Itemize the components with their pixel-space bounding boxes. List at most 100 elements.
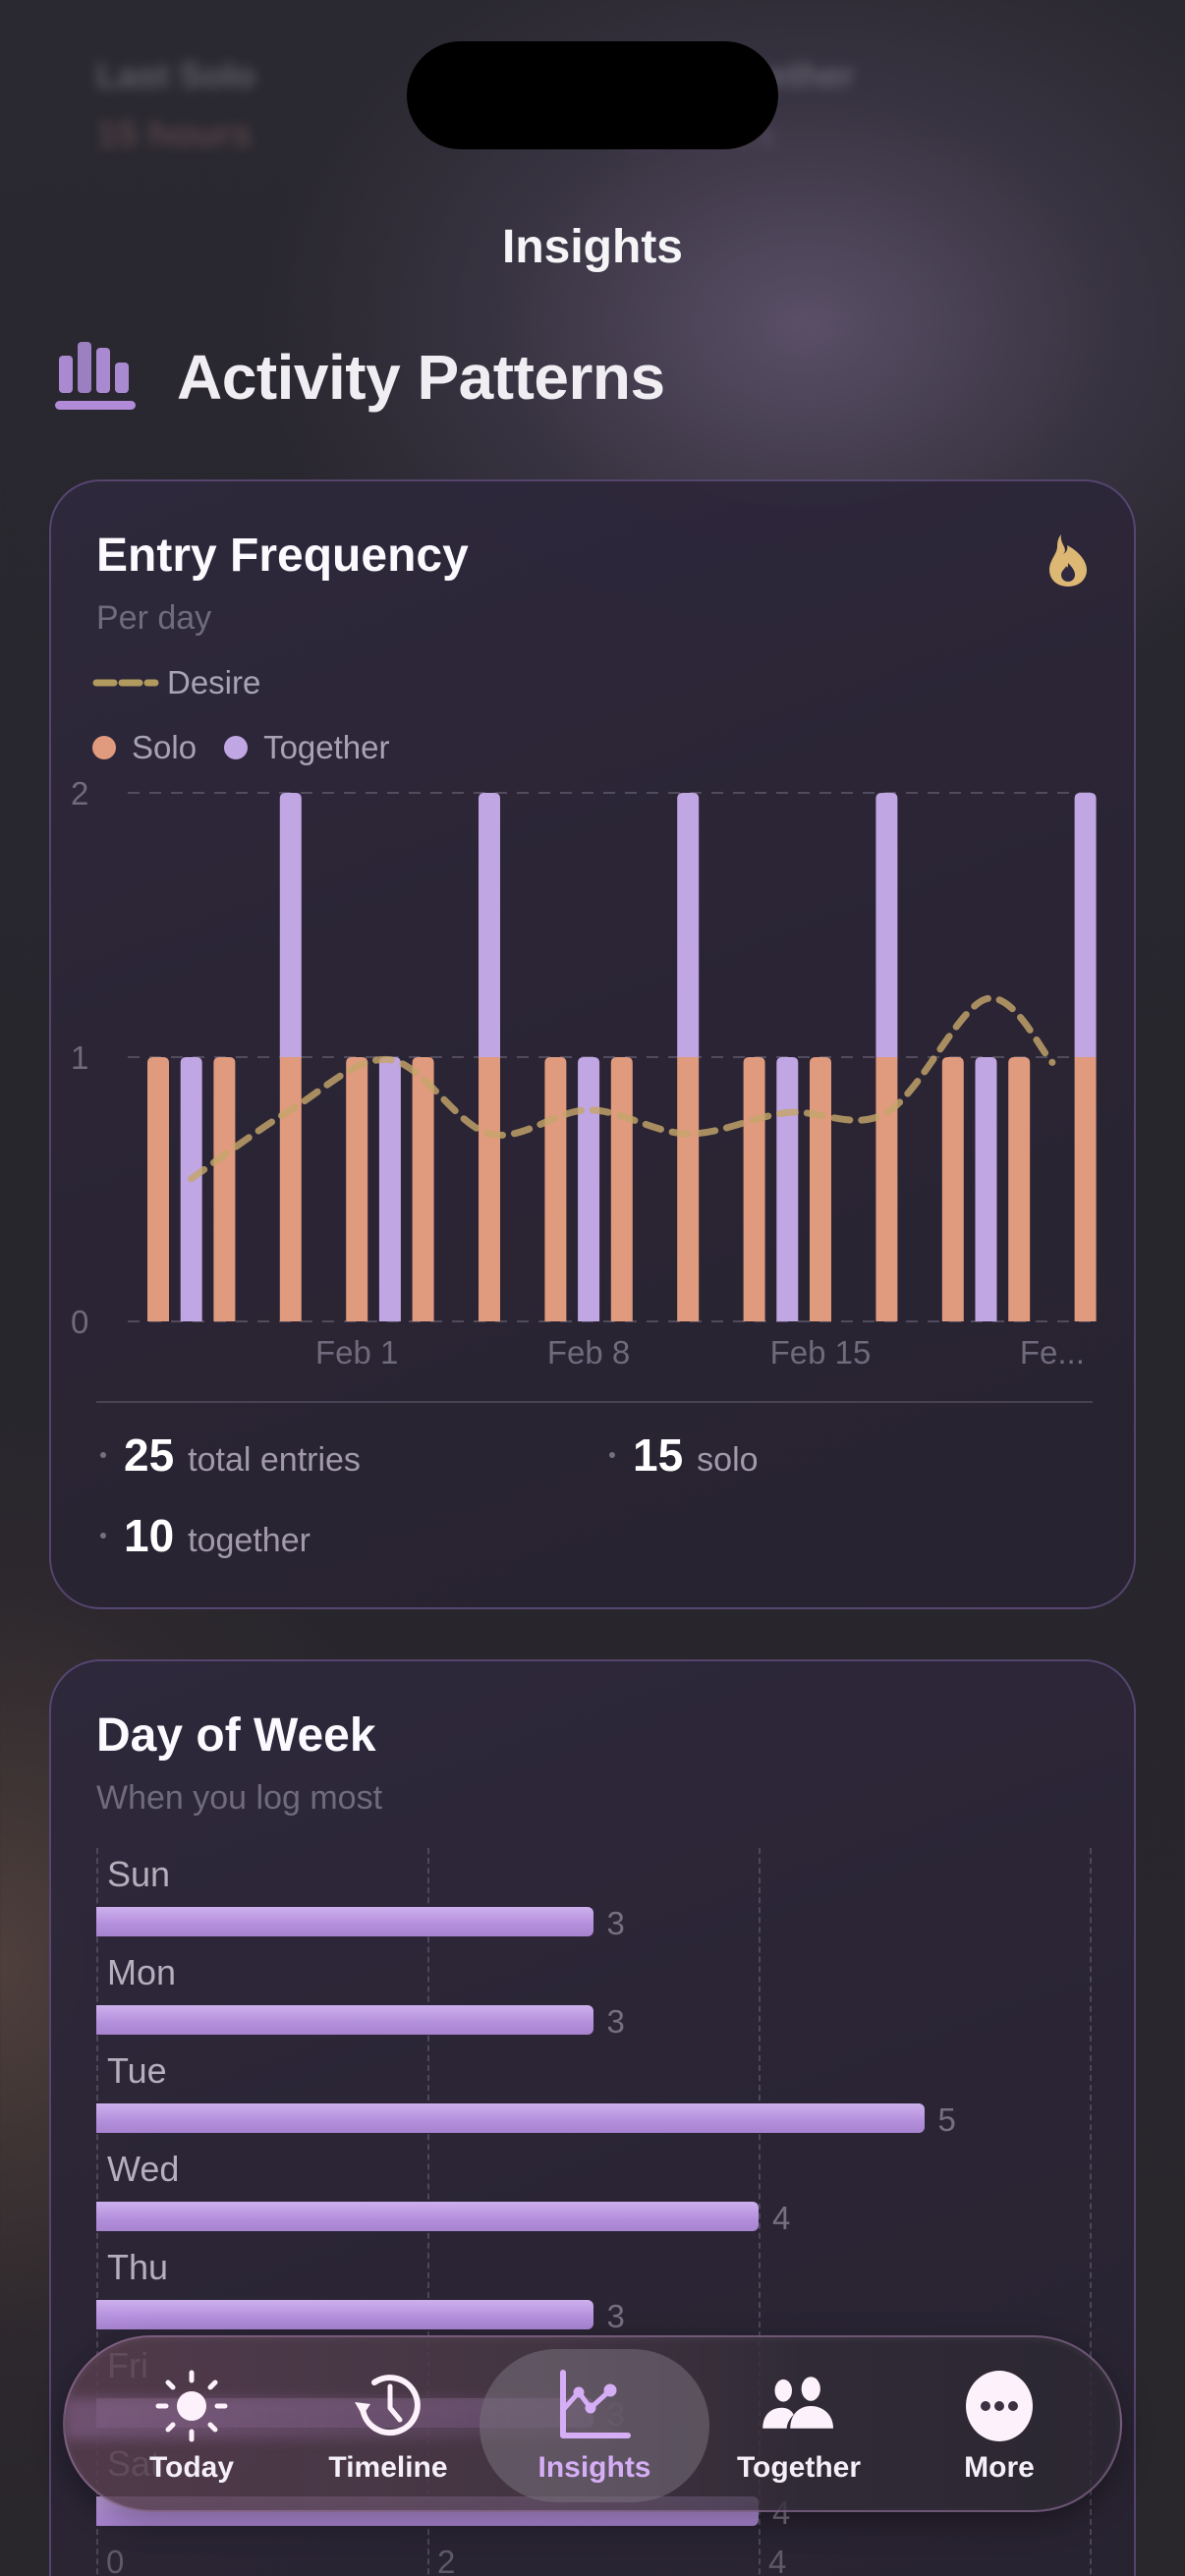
stat-label: total entries — [188, 1441, 361, 1479]
solo-bar[interactable] — [279, 1057, 302, 1321]
together-bar[interactable] — [875, 793, 898, 1057]
tab-insights[interactable]: Insights — [491, 2337, 698, 2510]
day-value: 3 — [606, 2003, 625, 2040]
solo-bar[interactable] — [213, 1057, 236, 1321]
stat-label: together — [188, 1522, 310, 1559]
card-title: Entry Frequency — [96, 530, 469, 582]
together-bar[interactable] — [578, 1057, 600, 1321]
legend-desire: Desire — [92, 664, 260, 701]
solo-dot-icon — [92, 736, 116, 759]
legend-series: Solo Together — [92, 729, 418, 766]
tab-label: Timeline — [328, 2451, 448, 2484]
dynamic-island — [407, 41, 778, 149]
y-tick-label: 2 — [71, 775, 88, 812]
card-subtitle: Per day — [96, 599, 212, 637]
day-value: 4 — [772, 2200, 791, 2236]
stat-solo: 15 solo — [609, 1428, 759, 1482]
solo-bar[interactable] — [875, 1057, 898, 1321]
solo-bar[interactable] — [810, 1057, 831, 1321]
solo-bar[interactable] — [147, 1057, 169, 1321]
day-value: 3 — [606, 2298, 625, 2334]
entry-frequency-card: Entry Frequency Per day Desire Solo Toge… — [49, 479, 1136, 1609]
tab-together[interactable]: Together — [696, 2337, 902, 2510]
summary-value: 15 hours — [96, 114, 253, 155]
x-tick-label: Fe... — [1020, 1334, 1085, 1366]
day-label: Wed — [107, 2149, 180, 2189]
tab-label: Together — [736, 2451, 862, 2484]
solo-bar[interactable] — [544, 1057, 567, 1321]
day-bar[interactable] — [96, 2103, 925, 2133]
more-icon — [966, 2371, 1033, 2441]
day-bar[interactable] — [96, 1907, 593, 1936]
together-bar[interactable] — [1074, 793, 1097, 1057]
gridline — [759, 1848, 761, 2576]
section-title: Activity Patterns — [177, 342, 665, 413]
together-bar[interactable] — [378, 1057, 401, 1321]
solo-bar[interactable] — [479, 1057, 500, 1321]
together-bar[interactable] — [677, 793, 700, 1057]
day-label: Sun — [107, 1854, 171, 1894]
together-bar[interactable] — [975, 1057, 997, 1321]
day-label: Tue — [107, 2050, 167, 2091]
gridline — [1090, 1848, 1092, 2576]
summary-label: Last Solo — [96, 55, 256, 95]
solo-bar[interactable] — [412, 1057, 434, 1321]
legend-label: Together — [263, 729, 390, 765]
solo-bar[interactable] — [1008, 1057, 1031, 1321]
summary-last-solo: Last Solo 15 hours — [96, 55, 255, 156]
active-tab-indicator — [480, 2349, 709, 2502]
tab-timeline[interactable]: Timeline — [285, 2337, 491, 2510]
y-tick-label: 0 — [71, 1304, 88, 1340]
bullet-icon — [100, 1452, 106, 1458]
card-title: Day of Week — [96, 1709, 376, 1762]
solo-bar[interactable] — [677, 1057, 700, 1321]
card-subtitle: When you log most — [96, 1779, 383, 1817]
day-bar[interactable] — [96, 2300, 593, 2329]
together-dot-icon — [224, 736, 249, 759]
day-label: Mon — [107, 1952, 177, 1992]
tab-label: Insights — [537, 2451, 651, 2484]
stat-value: 25 — [124, 1429, 175, 1481]
x-tick-label: 4 — [768, 2544, 787, 2576]
solo-bar[interactable] — [346, 1057, 368, 1321]
day-label: Thu — [107, 2247, 169, 2287]
sun-icon — [155, 2370, 228, 2442]
stat-label: solo — [697, 1441, 759, 1479]
together-bar[interactable] — [180, 1057, 202, 1321]
flame-icon[interactable] — [1047, 532, 1089, 588]
solo-bar[interactable] — [610, 1057, 633, 1321]
stat-value: 15 — [633, 1429, 684, 1481]
x-tick-label: Feb 8 — [547, 1334, 630, 1366]
dashed-line-icon — [92, 679, 159, 687]
section-header: Activity Patterns — [55, 340, 665, 415]
day-value: 5 — [937, 2101, 956, 2138]
together-bar[interactable] — [776, 1057, 799, 1321]
together-bar[interactable] — [279, 793, 302, 1057]
line-chart-icon — [560, 2370, 631, 2438]
stats-divider — [96, 1401, 1093, 1403]
solo-bar[interactable] — [1074, 1057, 1097, 1321]
legend-label: Desire — [167, 664, 261, 700]
x-tick-label: 0 — [106, 2544, 125, 2576]
x-tick-label: 2 — [437, 2544, 456, 2576]
entry-frequency-chart[interactable]: 0 1 2 Feb 1 Feb 8 Feb 15 Fe... — [51, 481, 1138, 1366]
desire-line — [188, 994, 1056, 1183]
together-bar[interactable] — [479, 793, 500, 1057]
stat-total: 25 total entries — [100, 1428, 361, 1482]
day-bar[interactable] — [96, 2202, 759, 2231]
legend-label: Solo — [132, 729, 198, 765]
tab-today[interactable]: Today — [88, 2337, 295, 2510]
day-bar[interactable] — [96, 2005, 593, 2035]
stat-value: 10 — [124, 1510, 175, 1561]
clock-history-icon — [355, 2375, 421, 2436]
bullet-icon — [609, 1452, 615, 1458]
tab-label: Today — [148, 2451, 235, 2484]
tab-label: More — [964, 2451, 1035, 2484]
stat-together: 10 together — [100, 1509, 310, 1562]
people-icon — [762, 2377, 833, 2429]
chart-bar-icon — [55, 342, 136, 410]
solo-bar[interactable] — [941, 1057, 964, 1321]
tab-more[interactable]: More — [896, 2337, 1102, 2510]
solo-bar[interactable] — [743, 1057, 765, 1321]
y-tick-label: 1 — [71, 1039, 88, 1076]
